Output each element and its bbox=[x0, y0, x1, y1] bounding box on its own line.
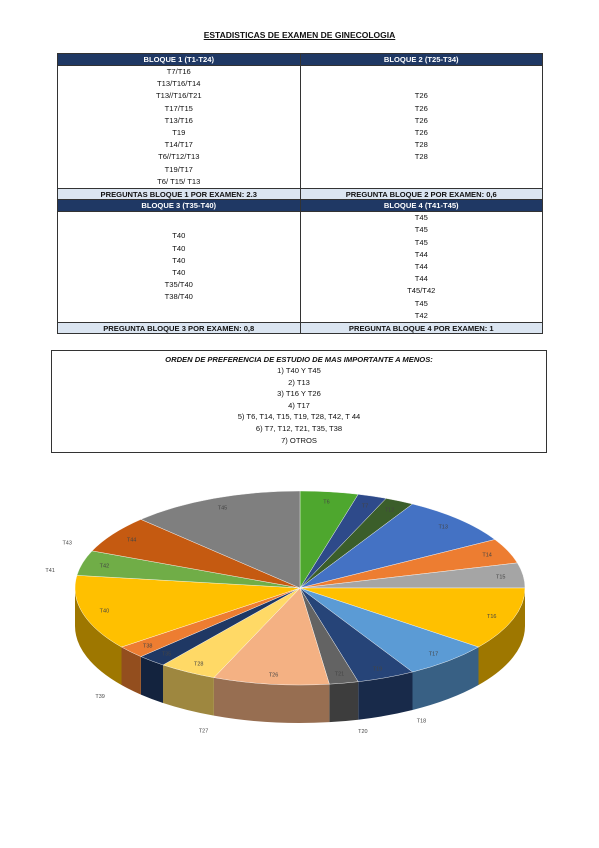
preference-line: 6) T7, T12, T21, T35, T38 bbox=[255, 423, 343, 433]
list-item: T40 bbox=[172, 268, 186, 278]
list-item: T26 bbox=[414, 91, 428, 101]
block1-header: BLOQUE 1 (T1-T24) bbox=[57, 53, 301, 66]
list-item: T38/T40 bbox=[164, 292, 193, 302]
list-item: T45 bbox=[414, 298, 428, 308]
block3-header: BLOQUE 3 (T35-T40) bbox=[57, 199, 301, 213]
list-item: T19 bbox=[172, 128, 186, 138]
pie-label-t41: T41 bbox=[45, 568, 54, 574]
preference-box: ORDEN DE PREFERENCIA DE ESTUDIO DE MAS I… bbox=[51, 350, 547, 453]
pie-label-t7: T7 bbox=[362, 503, 368, 509]
block2-header: BLOQUE 2 (T25-T34) bbox=[299, 53, 543, 66]
pie-label-t13: T13 bbox=[438, 524, 447, 530]
block2-items: T26 T26 T26 T26 T28 T28 bbox=[299, 64, 543, 190]
pie-label-t39: T39 bbox=[95, 694, 104, 700]
list-item: T45/T42 bbox=[407, 286, 436, 296]
pie-side-t21 bbox=[329, 681, 359, 723]
list-item: T45 bbox=[414, 225, 428, 235]
preference-line: 7) OTROS bbox=[281, 435, 317, 445]
pie-slice-t45 bbox=[140, 490, 301, 589]
pie-side-t17 bbox=[412, 647, 479, 711]
list-item: T45 bbox=[414, 213, 428, 223]
pie-side-t26 bbox=[213, 677, 330, 723]
block3-items: T40 T40 T40 T40 T35/T40 T38/T40 bbox=[57, 211, 301, 324]
pie-side-t16 bbox=[478, 588, 525, 686]
pie-side-t28 bbox=[163, 664, 214, 716]
block3-footer: PREGUNTA BLOQUE 3 POR EXAMEN: 0,8 bbox=[57, 322, 301, 335]
pie-label-t40: T40 bbox=[100, 609, 109, 615]
pie-label-t45: T45 bbox=[218, 505, 227, 511]
list-item: T44 bbox=[414, 249, 428, 259]
list-item: T17/T15 bbox=[164, 103, 193, 113]
list-item: T19/T17 bbox=[164, 164, 193, 174]
pie-label-t21: T21 bbox=[335, 672, 344, 678]
block1-items: T7/T16 T13/T16/T14 T13//T16/T21 T17/T15 … bbox=[57, 64, 301, 190]
preference-line: 5) T6, T14, T15, T19, T28, T42, T 44 bbox=[237, 412, 361, 422]
list-item: T13//T16/T21 bbox=[155, 91, 202, 101]
pie-slice-t13 bbox=[299, 503, 496, 589]
preference-line: 2) T13 bbox=[288, 377, 310, 387]
pie-label-t26: T26 bbox=[269, 673, 278, 679]
preference-line: 1) T40 Y T45 bbox=[277, 366, 321, 375]
list-item: T7/T16 bbox=[166, 67, 191, 76]
pie-label-t44: T44 bbox=[127, 537, 136, 543]
list-item: T13/T16 bbox=[164, 115, 193, 125]
pie-label-t18: T18 bbox=[417, 719, 426, 725]
list-item: T40 bbox=[172, 231, 186, 241]
list-item: T45 bbox=[414, 237, 428, 247]
pie-label-t38: T38 bbox=[143, 644, 152, 650]
pie-label-t14: T14 bbox=[482, 553, 491, 559]
list-item: T40 bbox=[172, 243, 186, 253]
pie-label-t20: T20 bbox=[358, 729, 367, 735]
pie-label-t35: T35 bbox=[162, 652, 171, 658]
list-item: T14/T17 bbox=[164, 140, 193, 150]
pie-side-t19 bbox=[358, 672, 413, 720]
pie-label-t16: T16 bbox=[487, 614, 496, 620]
pie-slice-t40 bbox=[74, 575, 301, 648]
list-item: T26 bbox=[414, 128, 428, 138]
pie-label-t28: T28 bbox=[194, 662, 203, 668]
pie-label-t27: T27 bbox=[199, 728, 208, 734]
pie-slice-t16 bbox=[299, 587, 526, 648]
pie-slice-t26 bbox=[213, 587, 330, 686]
block4-header: BLOQUE 4 (T41-T45) bbox=[299, 199, 543, 213]
page-title: ESTADISTICAS DE EXAMEN DE GINECOLOGIA bbox=[203, 30, 396, 40]
preference-line: 4) T17 bbox=[288, 400, 310, 410]
pie-label-t6: T6 bbox=[323, 499, 329, 505]
list-item: T44 bbox=[414, 261, 428, 271]
pie-side-t40 bbox=[75, 588, 122, 686]
pie-label-t12: T12 bbox=[385, 508, 394, 514]
preference-title: ORDEN DE PREFERENCIA DE ESTUDIO DE MAS I… bbox=[165, 355, 433, 364]
block1-footer: PREGUNTAS BLOQUE 1 POR EXAMEN: 2.3 bbox=[57, 188, 301, 201]
list-item: T13/T16/T14 bbox=[157, 79, 201, 89]
pie-label-t43: T43 bbox=[62, 540, 71, 546]
list-item: T35/T40 bbox=[164, 280, 193, 290]
block4-items: T45 T45 T45 T44 T44 T44 T45/T42 T45 T42 bbox=[299, 211, 543, 324]
pie-label-t42: T42 bbox=[100, 563, 109, 569]
pie-sides bbox=[75, 588, 525, 723]
pie-side-t38 bbox=[121, 647, 141, 695]
preference-line: 3) T16 Y T26 bbox=[277, 389, 321, 399]
list-item: T6/ T15/ T13 bbox=[157, 176, 201, 186]
list-item: T40 bbox=[172, 255, 186, 265]
pie-side-t35 bbox=[140, 656, 164, 703]
list-item: T42 bbox=[414, 310, 428, 320]
blocks-table: BLOQUE 1 (T1-T24) BLOQUE 2 (T25-T34) T7/… bbox=[57, 53, 543, 335]
list-item: T6//T12/T13 bbox=[158, 152, 200, 162]
block2-footer: PREGUNTA BLOQUE 2 POR EXAMEN: 0,6 bbox=[299, 188, 543, 201]
list-item: T26 bbox=[414, 103, 428, 113]
pie-label-t17: T17 bbox=[429, 652, 438, 658]
pie-label-t19: T19 bbox=[373, 667, 382, 673]
list-item: T44 bbox=[414, 274, 428, 284]
pie-label-t15: T15 bbox=[496, 575, 505, 581]
block4-footer: PREGUNTA BLOQUE 4 POR EXAMEN: 1 bbox=[299, 322, 543, 335]
list-item: T26 bbox=[414, 115, 428, 125]
list-item: T28 bbox=[414, 140, 428, 150]
list-item: T28 bbox=[414, 152, 428, 162]
pie-chart: T6 T7 T12 T13 T14 T15 T16 T17 T18 T19 T20 T21 T26 T27… bbox=[45, 490, 526, 735]
